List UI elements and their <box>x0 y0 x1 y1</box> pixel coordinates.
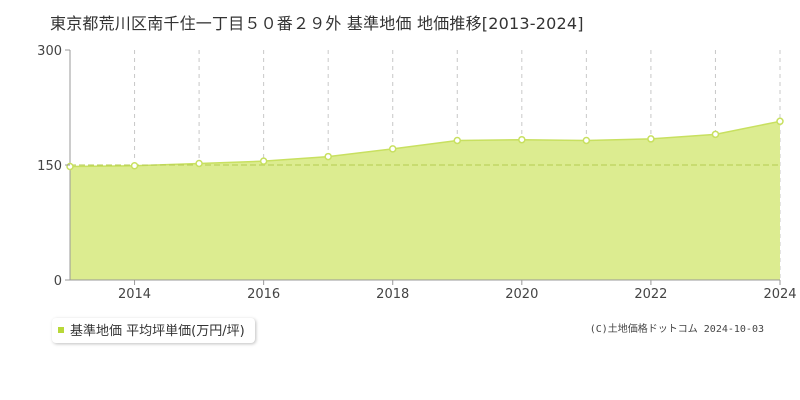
x-tick-label: 2016 <box>247 287 280 302</box>
y-tick-label: 300 <box>37 44 62 59</box>
y-tick-label: 0 <box>54 274 62 289</box>
x-tick-label: 2022 <box>634 287 667 302</box>
data-point <box>453 136 462 145</box>
series-line <box>69 120 781 168</box>
data-point <box>518 135 526 144</box>
legend-swatch <box>58 326 64 333</box>
chart-title: 東京都荒川区南千住一丁目５０番２９外 基準地価 地価推移[2013-2024] <box>50 14 584 33</box>
y-tick-label: 150 <box>37 159 62 174</box>
x-tick-label: 2024 <box>763 287 796 302</box>
data-point <box>324 152 332 161</box>
legend-label: 基準地価 平均坪単価(万円/坪) <box>70 324 245 339</box>
data-point <box>388 145 397 153</box>
data-point <box>195 159 203 168</box>
data-point <box>66 162 74 171</box>
x-tick-label: 2020 <box>505 287 538 302</box>
data-point <box>711 130 720 139</box>
series-area <box>70 121 780 280</box>
data-point <box>776 117 784 126</box>
x-tick-label: 2014 <box>118 287 151 302</box>
data-point <box>130 162 139 170</box>
data-point <box>647 135 655 143</box>
x-tick-label: 2018 <box>376 287 409 302</box>
data-point <box>259 157 268 165</box>
legend: 基準地価 平均坪単価(万円/坪) <box>52 318 255 343</box>
data-point <box>582 136 591 145</box>
copyright: (C)土地価格ドットコム 2024-10-03 <box>589 324 764 335</box>
